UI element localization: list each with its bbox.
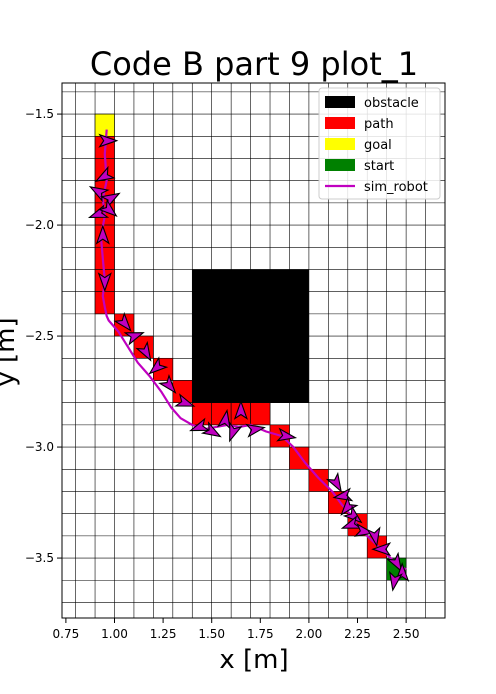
x-tick-label: 1.75 (247, 627, 274, 641)
robot-pose-arrow (123, 332, 145, 346)
chart-title: Code B part 9 plot_1 (90, 45, 418, 83)
robot-pose-arrow (95, 224, 110, 245)
x-tick-label: 1.50 (198, 627, 225, 641)
path-cell (308, 468, 329, 492)
legend-label: obstacle (364, 96, 419, 111)
path-cell (289, 446, 310, 470)
x-tick-label: 1.00 (101, 627, 128, 641)
legend-label: goal (364, 138, 392, 153)
robot-pose-arrow (135, 340, 152, 362)
x-tick-label: 0.75 (53, 627, 80, 641)
legend-swatch-path (325, 117, 355, 129)
x-axis-label: x [m] (219, 645, 288, 675)
robot-pose-arrow (340, 515, 362, 529)
x-tick-label: 2.50 (393, 627, 420, 641)
robot-pose-arrow (366, 526, 381, 548)
obstacle-rect (192, 269, 309, 403)
robot-pose-arrow (245, 423, 266, 438)
robot-pose-arrow (276, 427, 298, 442)
path-cell (94, 246, 115, 270)
robot-pose-arrow (388, 570, 403, 592)
robot-pose-arrow (174, 393, 196, 407)
robot-pose-arrow (97, 272, 112, 293)
robot-pose-arrow (353, 522, 375, 537)
x-tick-label: 2.00 (296, 627, 323, 641)
y-tick-label: −2.5 (25, 329, 54, 343)
goal-cell (94, 113, 115, 137)
x-tick-label: 1.25 (150, 627, 177, 641)
robot-pose-arrow (233, 399, 248, 420)
robot-pose-arrow (342, 505, 363, 524)
robot-pose-arrow (158, 373, 177, 394)
legend-label: sim_robot (364, 180, 428, 195)
robot-pose-arrow (325, 471, 342, 493)
robot-pose-arrow (99, 192, 121, 209)
robot-pose-arrow (97, 198, 118, 217)
sim-robot-layer (87, 129, 410, 592)
robot-pose-arrow (216, 408, 231, 430)
legend: obstacle path goal start sim_robot (318, 87, 441, 200)
robot-pose-arrow (229, 421, 243, 443)
y-tick-label: −1.5 (25, 107, 54, 121)
obstacle-layer (192, 269, 309, 403)
robot-pose-arrow (386, 551, 403, 573)
robot-pose-arrow (189, 417, 211, 432)
legend-swatch-start (325, 159, 355, 171)
robot-pose-arrow (371, 542, 392, 557)
y-axis-label: y [m] (0, 317, 21, 386)
legend-swatch-goal (325, 138, 355, 150)
path-cell (250, 402, 271, 426)
legend-label: start (364, 159, 394, 174)
robot-pose-arrow (148, 356, 169, 375)
plot-frame (61, 82, 446, 619)
robot-pose-arrow (113, 311, 132, 332)
x-axis: 0.75 1.00 1.25 1.50 1.75 2.00 2.25 2.50 (53, 618, 420, 641)
legend-box (318, 87, 441, 200)
robot-pose-arrow (98, 133, 119, 148)
legend-label: path (364, 117, 394, 132)
robot-pose-arrow (200, 421, 222, 438)
x-tick-label: 2.25 (344, 627, 371, 641)
robot-pose-arrow (88, 185, 110, 203)
y-tick-label: −3.0 (25, 440, 54, 454)
y-tick-label: −3.5 (25, 551, 54, 565)
legend-swatch-obstacle (325, 96, 355, 108)
y-axis: −1.5 −2.0 −2.5 −3.0 −3.5 (25, 107, 62, 565)
y-tick-label: −2.0 (25, 218, 54, 232)
robot-pose-arrow (94, 165, 116, 183)
